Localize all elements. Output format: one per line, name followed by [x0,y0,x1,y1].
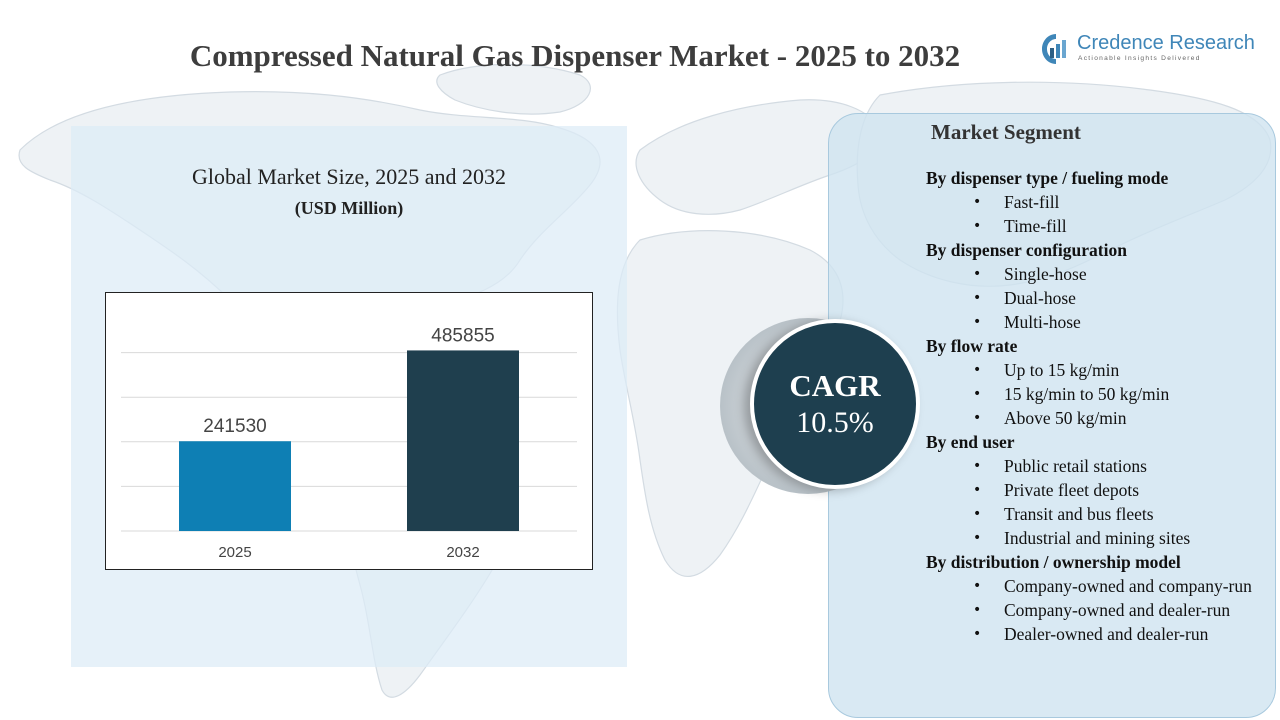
segment-heading: By distribution / ownership model [926,552,1181,572]
cagr-label: CAGR [789,368,881,403]
segment-heading: By dispenser type / fueling mode [926,168,1169,188]
segment-item: Fast-fill [926,190,1274,214]
segment-item: Private fleet depots [926,478,1274,502]
segment-group: By distribution / ownership modelCompany… [926,550,1274,646]
segment-group: By dispenser configurationSingle-hoseDua… [926,238,1274,334]
segment-item: Company-owned and dealer-run [926,598,1274,622]
segment-heading: By flow rate [926,336,1018,356]
x-tick-label: 2025 [218,544,251,561]
cagr-badge [750,319,920,489]
segment-heading: By dispenser configuration [926,240,1127,260]
segment-title: Market Segment [931,120,1081,144]
segment-list: By dispenser type / fueling modeFast-fil… [926,166,1274,646]
logo-name: Credence Research [1077,32,1255,54]
segment-item: Above 50 kg/min [926,406,1274,430]
segment-group: By flow rateUp to 15 kg/min15 kg/min to … [926,334,1274,430]
bar-2025 [179,441,291,531]
segment-item: Time-fill [926,214,1274,238]
credence-logo-icon [1042,34,1066,64]
page-title: Compressed Natural Gas Dispenser Market … [189,38,961,73]
segment-group: By dispenser type / fueling modeFast-fil… [926,166,1274,238]
segment-item: Dealer-owned and dealer-run [926,622,1274,646]
data-label: 485855 [431,325,494,346]
segment-group: By end userPublic retail stationsPrivate… [926,430,1274,550]
segment-item: 15 kg/min to 50 kg/min [926,382,1274,406]
logo-tagline: Actionable Insights Delivered [1078,55,1201,62]
bar-2032 [407,350,519,531]
data-label: 241530 [203,416,266,437]
segment-item: Transit and bus fleets [926,502,1274,526]
segment-item: Single-hose [926,262,1274,286]
chart-unit: (USD Million) [294,198,404,218]
segment-item: Company-owned and company-run [926,574,1274,598]
market-size-bar-chart: 241530 2025 485855 2032 [105,292,593,570]
segment-heading: By end user [926,432,1015,452]
cagr-value: 10.5% [796,406,874,439]
brand-logo: Credence Research Actionable Insights De… [1040,30,1270,70]
segment-item: Industrial and mining sites [926,526,1274,550]
segment-item: Up to 15 kg/min [926,358,1274,382]
segment-item: Dual-hose [926,286,1274,310]
segment-item: Multi-hose [926,310,1274,334]
chart-frame [105,292,593,570]
chart-title: Global Market Size, 2025 and 2032 [191,164,507,189]
segment-item: Public retail stations [926,454,1274,478]
x-tick-label: 2032 [446,544,479,561]
